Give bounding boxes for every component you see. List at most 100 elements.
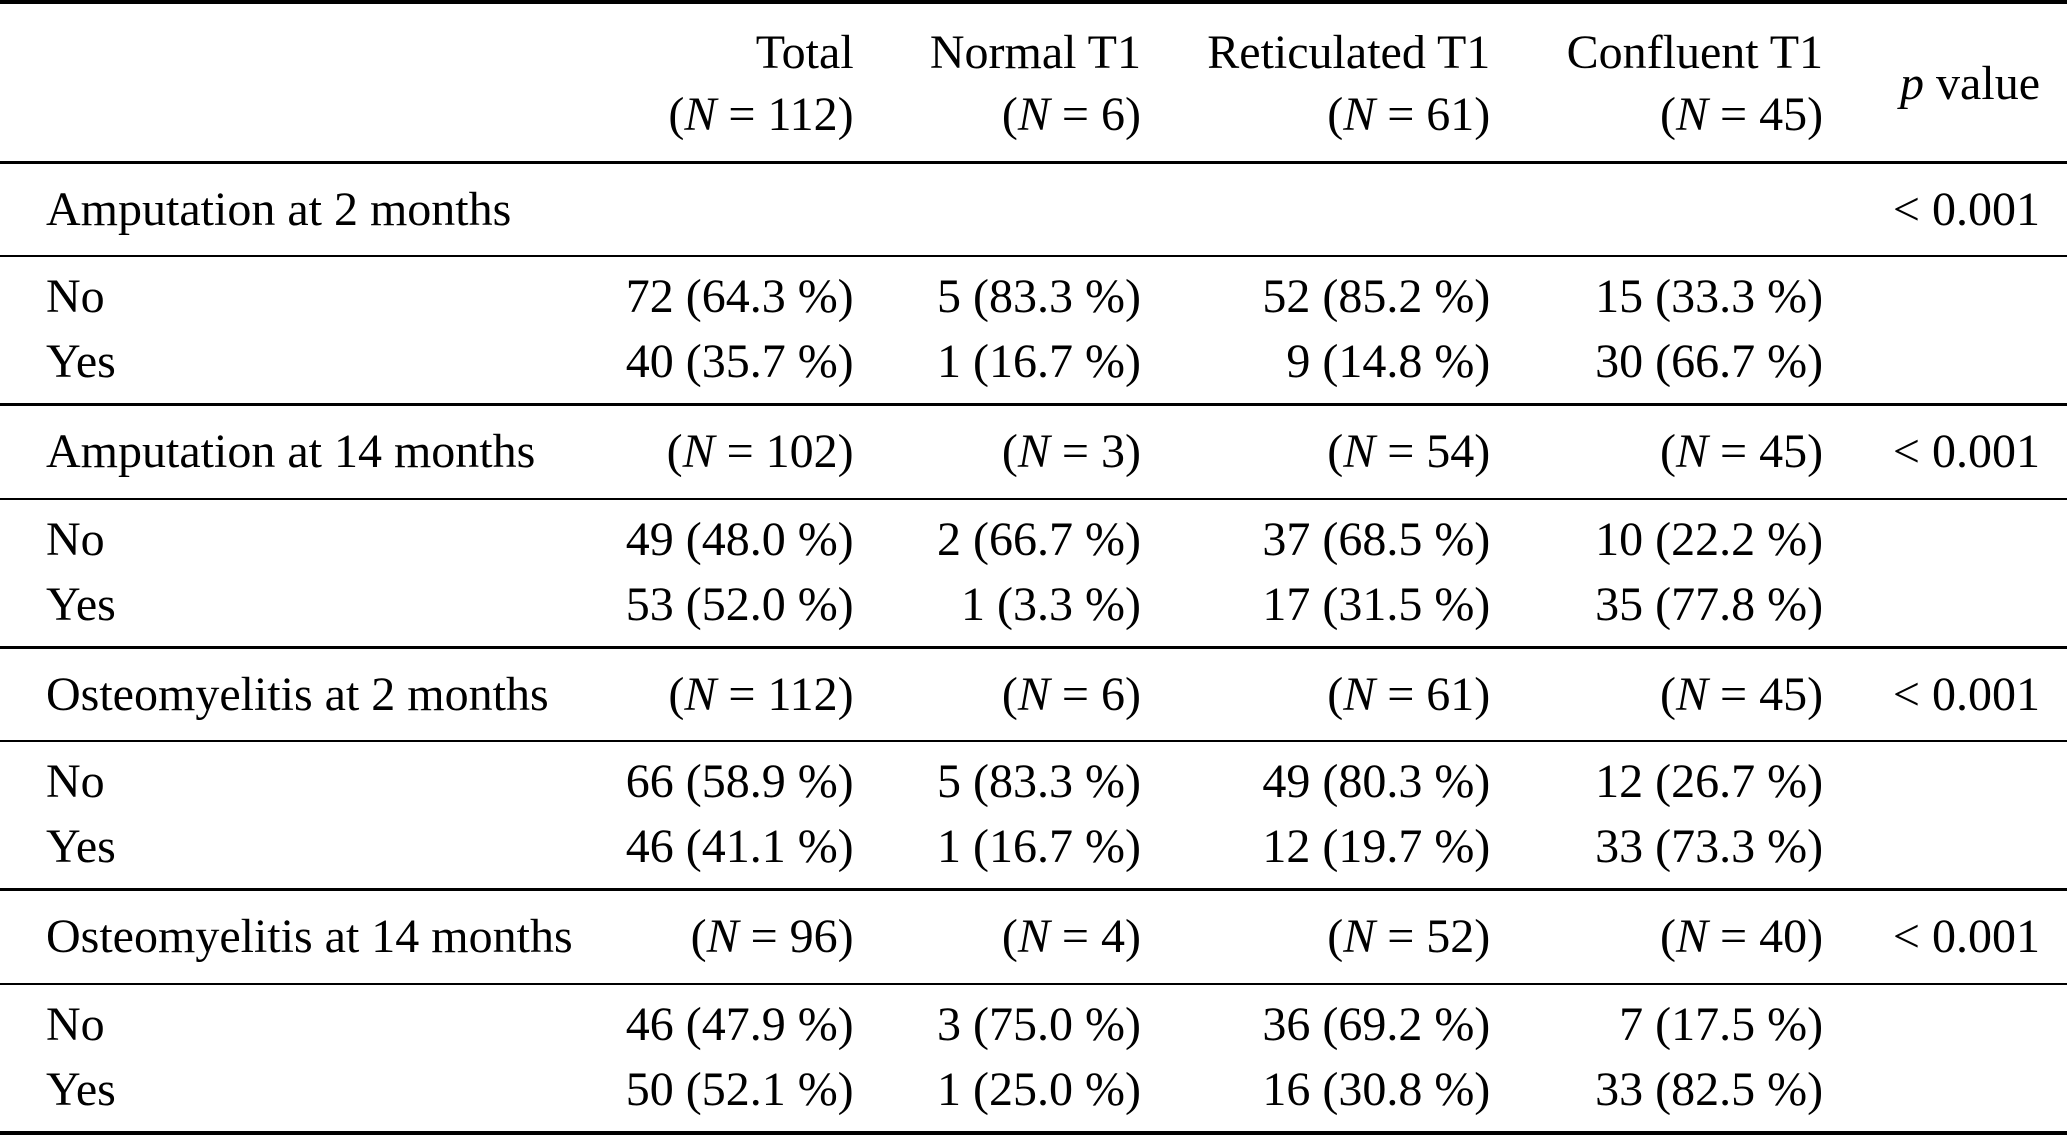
section-header-row: Amputation at 14 months (N = 102) (N = 3) (… bbox=[0, 405, 2067, 499]
value-cell: 9 (14.8 %) bbox=[1286, 335, 1491, 389]
value-cell: 49 (80.3 %) bbox=[1262, 755, 1491, 809]
data-row: No 49 (48.0 %) 2 (66.7 %) 37 (68.5 %) 10 (22… bbox=[0, 499, 2067, 572]
row-label: No bbox=[46, 755, 105, 809]
value-cell: 33 (73.3 %) bbox=[1595, 820, 1824, 874]
column-n-count: (N = 112) bbox=[668, 88, 854, 142]
p-value: < 0.001 bbox=[1892, 182, 2040, 236]
section-n-count: (N = 40) bbox=[1660, 910, 1824, 964]
section-n-count: (N = 6) bbox=[1001, 667, 1141, 721]
section-n-count: (N = 61) bbox=[1327, 667, 1491, 721]
value-cell: 15 (33.3 %) bbox=[1595, 269, 1824, 323]
column-header-normal-t1: Normal T1 (N = 6) bbox=[854, 2, 1141, 162]
column-n-count: (N = 6) bbox=[1001, 88, 1141, 142]
row-label: Yes bbox=[46, 577, 116, 631]
value-cell: 1 (3.3 %) bbox=[961, 577, 1141, 631]
p-empty-cell bbox=[1823, 741, 2067, 814]
column-header-pvalue: p value bbox=[1900, 57, 2040, 111]
column-n-count: (N = 45) bbox=[1660, 88, 1824, 142]
section-n-count: (N = 112) bbox=[668, 667, 854, 721]
section-n-count: (N = 96) bbox=[690, 910, 854, 964]
section-n-count: (N = 45) bbox=[1660, 425, 1824, 479]
data-row: No 66 (58.9 %) 5 (83.3 %) 49 (80.3 %) 12 (26… bbox=[0, 741, 2067, 814]
header-row: Total (N = 112) Normal T1 (N = 6) Reticu… bbox=[0, 2, 2067, 163]
value-cell: 49 (48.0 %) bbox=[625, 512, 854, 566]
data-row: No 72 (64.3 %) 5 (83.3 %) 52 (85.2 %) 15 (33… bbox=[0, 256, 2067, 329]
p-empty-cell bbox=[1823, 814, 2067, 890]
column-title: Confluent T1 bbox=[1566, 26, 1824, 79]
value-cell: 1 (16.7 %) bbox=[937, 335, 1141, 389]
value-cell: 66 (58.9 %) bbox=[625, 755, 854, 809]
value-cell: 46 (41.1 %) bbox=[625, 820, 854, 874]
p-empty-cell bbox=[1823, 572, 2067, 648]
column-header-reticulated-t1: Reticulated T1 (N = 61) bbox=[1141, 2, 1490, 162]
value-cell: 35 (77.8 %) bbox=[1595, 577, 1824, 631]
section-n-count: (N = 3) bbox=[1001, 425, 1141, 479]
section-label: Osteomyelitis at 14 months bbox=[46, 910, 573, 964]
column-header-confluent-t1: Confluent T1 (N = 45) bbox=[1490, 2, 1823, 162]
section-header-row: Amputation at 2 months < 0.001 bbox=[0, 162, 2067, 256]
value-cell: 50 (52.1 %) bbox=[625, 1062, 854, 1116]
data-row: Yes 50 (52.1 %) 1 (25.0 %) 16 (30.8 %) 33 (8… bbox=[0, 1057, 2067, 1134]
section-label: Amputation at 14 months bbox=[46, 425, 536, 479]
section-n-count bbox=[1141, 162, 1490, 256]
value-cell: 33 (82.5 %) bbox=[1595, 1062, 1824, 1116]
data-row: No 46 (47.9 %) 3 (75.0 %) 36 (69.2 %) 7 (17.… bbox=[0, 984, 2067, 1057]
section-n-count bbox=[1490, 162, 1823, 256]
section-header-row: Osteomyelitis at 2 months (N = 112) (N = 6… bbox=[0, 647, 2067, 742]
column-n-count: (N = 61) bbox=[1327, 88, 1491, 142]
value-cell: 1 (25.0 %) bbox=[937, 1062, 1141, 1116]
row-label: No bbox=[46, 997, 105, 1051]
value-cell: 16 (30.8 %) bbox=[1262, 1062, 1491, 1116]
p-empty-cell bbox=[1823, 984, 2067, 1057]
data-row: Yes 53 (52.0 %) 1 (3.3 %) 17 (31.5 %) 35 (77… bbox=[0, 572, 2067, 648]
value-cell: 12 (26.7 %) bbox=[1595, 755, 1824, 809]
table-body: Amputation at 2 months < 0.001 No 72 (64.3 … bbox=[0, 162, 2067, 1134]
p-value: < 0.001 bbox=[1892, 667, 2040, 721]
section-header-row: Osteomyelitis at 14 months (N = 96) (N = 4… bbox=[0, 890, 2067, 984]
value-cell: 17 (31.5 %) bbox=[1262, 577, 1491, 631]
p-empty-cell bbox=[1823, 329, 2067, 405]
row-label: Yes bbox=[46, 335, 116, 389]
p-value: < 0.001 bbox=[1892, 910, 2040, 964]
section-n-count bbox=[579, 162, 854, 256]
value-cell: 5 (83.3 %) bbox=[937, 755, 1141, 809]
row-label: No bbox=[46, 512, 105, 566]
value-cell: 3 (75.0 %) bbox=[937, 997, 1141, 1051]
p-value: < 0.001 bbox=[1892, 425, 2040, 479]
value-cell: 2 (66.7 %) bbox=[937, 512, 1141, 566]
value-cell: 12 (19.7 %) bbox=[1262, 820, 1491, 874]
column-header-total: Total (N = 112) bbox=[579, 2, 854, 162]
value-cell: 1 (16.7 %) bbox=[937, 820, 1141, 874]
value-cell: 46 (47.9 %) bbox=[625, 997, 854, 1051]
value-cell: 72 (64.3 %) bbox=[625, 269, 854, 323]
value-cell: 52 (85.2 %) bbox=[1262, 269, 1491, 323]
column-title: Total bbox=[755, 26, 854, 79]
p-empty-cell bbox=[1823, 1057, 2067, 1133]
section-n-count: (N = 52) bbox=[1327, 910, 1491, 964]
value-cell: 36 (69.2 %) bbox=[1262, 997, 1491, 1051]
value-cell: 5 (83.3 %) bbox=[937, 269, 1141, 323]
row-label: Yes bbox=[46, 820, 116, 874]
section-n-count: (N = 45) bbox=[1660, 667, 1824, 721]
column-title: Normal T1 bbox=[929, 26, 1141, 79]
p-empty-cell bbox=[1823, 256, 2067, 329]
row-label: No bbox=[46, 269, 105, 323]
value-cell: 53 (52.0 %) bbox=[625, 577, 854, 631]
section-n-count: (N = 102) bbox=[666, 425, 854, 479]
value-cell: 37 (68.5 %) bbox=[1262, 512, 1491, 566]
section-n-count: (N = 4) bbox=[1001, 910, 1141, 964]
p-empty-cell bbox=[1823, 499, 2067, 572]
value-cell: 40 (35.7 %) bbox=[625, 335, 854, 389]
header-empty-cell bbox=[0, 2, 579, 162]
data-row: Yes 46 (41.1 %) 1 (16.7 %) 12 (19.7 %) 33 (7… bbox=[0, 814, 2067, 890]
value-cell: 30 (66.7 %) bbox=[1595, 335, 1824, 389]
data-row: Yes 40 (35.7 %) 1 (16.7 %) 9 (14.8 %) 30 (66… bbox=[0, 329, 2067, 405]
section-n-count bbox=[854, 162, 1141, 256]
row-label: Yes bbox=[46, 1062, 116, 1116]
value-cell: 7 (17.5 %) bbox=[1619, 997, 1824, 1051]
section-label: Osteomyelitis at 2 months bbox=[46, 667, 549, 721]
column-title: Reticulated T1 bbox=[1207, 26, 1491, 79]
section-label: Amputation at 2 months bbox=[46, 182, 512, 236]
value-cell: 10 (22.2 %) bbox=[1595, 512, 1824, 566]
